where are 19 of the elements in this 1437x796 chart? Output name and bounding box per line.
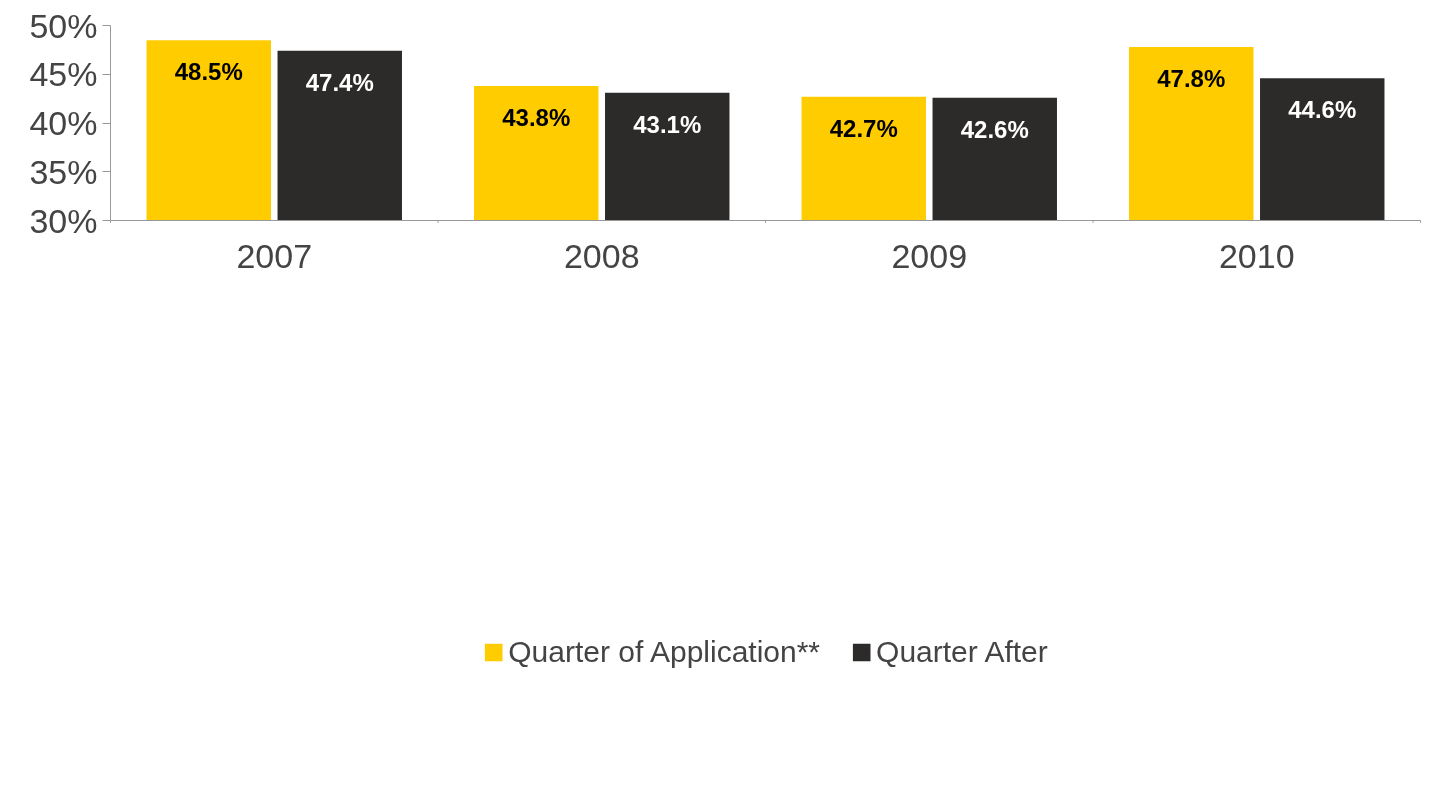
x-tick-label: 2007 bbox=[236, 236, 313, 275]
data-label: 47.8% bbox=[1157, 64, 1226, 92]
y-tick-label: 40% bbox=[29, 104, 98, 142]
x-tick-label: 2008 bbox=[563, 236, 640, 275]
y-tick-label: 35% bbox=[29, 152, 98, 191]
data-label: 42.6% bbox=[960, 115, 1029, 143]
data-label: 43.1% bbox=[633, 110, 702, 138]
y-tick-label: 50% bbox=[29, 6, 98, 45]
data-label: 48.5% bbox=[174, 58, 243, 86]
data-label: 44.6% bbox=[1288, 96, 1357, 124]
y-tick-label: 30% bbox=[29, 201, 98, 240]
data-label: 42.7% bbox=[829, 114, 898, 142]
y-tick-label: 45% bbox=[29, 55, 98, 94]
data-label: 47.4% bbox=[305, 68, 374, 96]
data-label: 43.8% bbox=[502, 103, 571, 131]
x-tick-label: 2009 bbox=[891, 236, 968, 275]
legend-label: Quarter of Application** bbox=[508, 634, 821, 669]
x-tick-label: 2010 bbox=[1218, 236, 1295, 275]
legend-label: Quarter After bbox=[876, 634, 1048, 669]
